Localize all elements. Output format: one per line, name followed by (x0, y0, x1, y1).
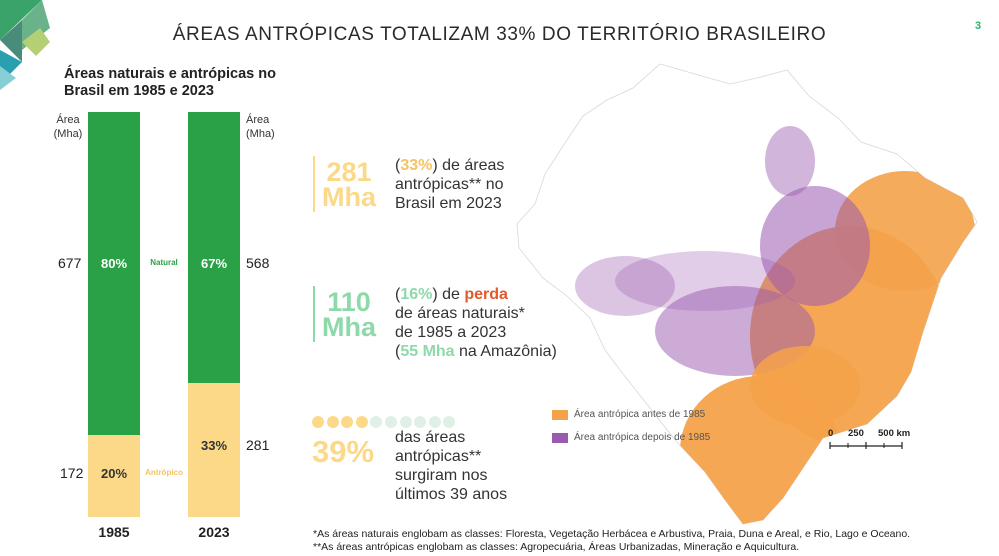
legend-label-antropico: Antrópico (145, 468, 183, 477)
dot-filled (326, 416, 339, 428)
stat-39-text-line-3: surgiram nos (395, 466, 507, 485)
stat-110-text-segment: perda (464, 286, 508, 303)
stat-110-text-segment: ) de (432, 286, 465, 303)
stat-110-number: 110 (327, 287, 371, 317)
footnote-natural: *As áreas naturais englobam as classes: … (313, 528, 911, 540)
dot-empty (443, 416, 456, 428)
stat-39-text: das áreas antrópicas** surgiram nos últimos… (395, 428, 507, 504)
y-axis-unit-right: Área (Mha) (246, 113, 286, 141)
pct-label-1985-natural: 80% (100, 256, 128, 271)
legend-label-natural: Natural (150, 258, 178, 267)
bar-2023-antropico-segment (188, 383, 240, 517)
stat-39-text-segment: últimos 39 anos (395, 486, 508, 503)
bar-2023-natural-segment (188, 112, 240, 383)
y-axis-unit-left: Área (Mha) (48, 113, 88, 141)
chart-title: Áreas naturais e antrópicas no Brasil em… (64, 66, 276, 99)
stat-39-text-segment: antrópicas** (395, 448, 482, 465)
page-title: ÁREAS ANTRÓPICAS TOTALIZAM 33% DO TERRIT… (172, 24, 827, 45)
bar-1985 (88, 112, 140, 517)
stat-281-mha: 281 Mha (318, 157, 380, 212)
stat-39-text-segment: surgiram nos (395, 467, 488, 484)
stat-divider-1 (313, 156, 315, 212)
bar-1985-antropico-segment (88, 435, 140, 517)
x-tick-1985: 1985 (98, 524, 130, 540)
stat-110-text: (16%) de perda de áreas naturais* de 1985 … (395, 285, 557, 361)
dot-empty (385, 416, 397, 428)
pct-label-1985-antropico: 20% (100, 466, 128, 481)
stat-110-text-line-2: de áreas naturais* (395, 304, 557, 323)
dot-empty (370, 416, 383, 428)
brazil-map (516, 63, 978, 525)
stat-39-dots (312, 414, 472, 430)
legend-swatch-after (552, 433, 568, 443)
y-axis-unit-right-line1: Área (246, 114, 270, 126)
legend-before: Área antrópica antes de 1985 (574, 409, 706, 420)
value-1985-antropico: 172 (60, 465, 84, 481)
stat-281-text-segment: antrópicas** no (395, 176, 504, 193)
stat-39-text-line-2: antrópicas** (395, 447, 507, 466)
value-2023-antropico: 281 (246, 437, 270, 453)
scale-tick-0: 0 (828, 428, 834, 439)
y-axis-unit-right-line2: (Mha) (246, 128, 275, 140)
pct-label-2023-antropico: 33% (200, 438, 228, 453)
stat-39-text-line-4: últimos 39 anos (395, 485, 507, 504)
stat-divider-2 (313, 286, 315, 342)
y-axis-unit-left-line2: (Mha) (53, 128, 83, 140)
value-2023-natural: 568 (246, 255, 270, 271)
value-1985-natural: 677 (58, 255, 82, 271)
stat-110-text-segment: ( (395, 343, 401, 360)
stat-39-number: 39% (312, 434, 375, 469)
scale-tick-250: 250 (848, 428, 864, 439)
stat-110-text-segment: 16% (400, 286, 433, 303)
scale-tick-500: 500 km (878, 428, 911, 439)
x-tick-2023: 2023 (198, 524, 230, 540)
stat-281-text-segment: 33% (400, 157, 433, 174)
stat-110-unit: Mha (322, 312, 376, 342)
legend-swatch-before (552, 410, 568, 420)
pct-label-2023-natural: 67% (200, 256, 228, 271)
stat-39-text-segment: das áreas (395, 429, 466, 446)
dot-empty (428, 416, 441, 428)
stat-281-number: 281 (326, 157, 372, 187)
dot-filled (312, 416, 324, 428)
stat-281-text-segment: ( (395, 157, 401, 174)
scale-bar (829, 442, 903, 449)
stat-281-text: (33%) de áreas antrópicas** no Brasil em 2… (395, 156, 504, 213)
stat-281-text-segment: Brasil em 2023 (395, 195, 502, 212)
stat-110-mha: 110 Mha (318, 287, 380, 342)
bar-1985-natural-segment (88, 112, 140, 435)
stat-110-text-line-1: (16%) de perda (395, 285, 557, 304)
dot-filled (341, 416, 354, 428)
stat-110-text-line-4: (55 Mha na Amazônia) (395, 342, 557, 361)
stat-110-text-segment: ( (395, 286, 401, 303)
stat-110-text-segment: 55 Mha (400, 343, 455, 360)
dot-empty (399, 416, 412, 428)
page-number: 3 (975, 20, 982, 32)
stat-281-text-line-2: antrópicas** no (395, 175, 504, 194)
stat-281-text-line-1: (33%) de áreas (395, 156, 504, 175)
y-axis-unit-left-line1: Área (56, 114, 80, 126)
dot-filled (355, 416, 368, 428)
stat-281-text-segment: ) de áreas (432, 157, 505, 174)
stat-281-unit: Mha (322, 182, 376, 212)
stat-110-text-segment: de 1985 a 2023 (395, 324, 507, 341)
stat-39-text-line-1: das áreas (395, 428, 507, 447)
logo-shapes (0, 0, 50, 90)
legend-after: Área antrópica depois de 1985 (574, 432, 711, 443)
dot-empty (414, 416, 427, 428)
footnote-antropico: **As áreas antrópicas englobam as classe… (313, 541, 800, 553)
stat-110-text-segment: na Amazônia) (454, 343, 557, 360)
stat-110-text-segment: de áreas naturais* (395, 305, 525, 322)
stat-110-text-line-3: de 1985 a 2023 (395, 323, 557, 342)
stat-281-text-line-3: Brasil em 2023 (395, 194, 504, 213)
bar-2023 (188, 112, 240, 517)
